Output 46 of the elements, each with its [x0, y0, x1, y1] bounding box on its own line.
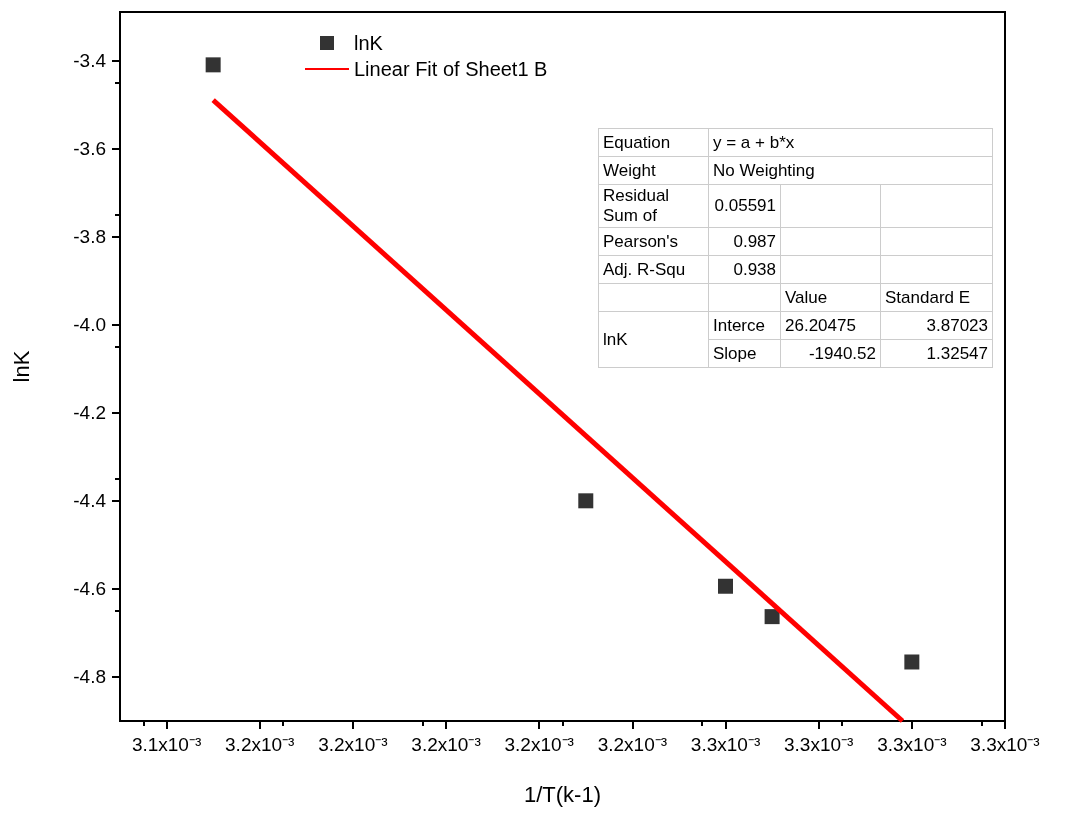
- x-tick-label: 3.2x10⁻³: [318, 734, 388, 755]
- point: [764, 609, 780, 625]
- y-tick-label: -4.4: [73, 490, 107, 512]
- annotation: 3.87023: [880, 311, 993, 340]
- y-tick-label: -4.8: [73, 666, 106, 688]
- annotation: lnK: [598, 311, 709, 368]
- annotation: y = a + b*x: [708, 128, 993, 157]
- annotation: 1.32547: [880, 339, 993, 368]
- point: [904, 654, 920, 670]
- annotation: Value: [780, 283, 881, 312]
- legend-label: lnK: [354, 32, 384, 54]
- y-tick-label: -3.8: [73, 226, 106, 248]
- annotation: Weight: [598, 156, 709, 185]
- annotation: Standard E: [880, 283, 993, 312]
- annotation: Slope: [708, 339, 781, 368]
- x-tick-label: 3.3x10⁻³: [690, 734, 761, 755]
- point: [578, 493, 594, 509]
- annotation: 0.987: [708, 227, 781, 256]
- x-tick-label: 3.1x10⁻³: [131, 734, 202, 755]
- x-axis-title: 1/T(k-1): [524, 781, 601, 807]
- annotation: Equation: [598, 128, 709, 157]
- y-axis-title: lnK: [8, 350, 34, 383]
- annotation: Residual Sum of: [598, 184, 709, 228]
- x-tick-label: 3.3x10⁻³: [784, 734, 854, 755]
- y-tick-label: -4.0: [73, 314, 106, 336]
- x-tick-label: 3.2x10⁻³: [411, 734, 481, 755]
- x-tick-label: 3.2x10⁻³: [225, 734, 295, 755]
- annotation: Interce: [708, 311, 781, 340]
- annotation: Adj. R-Squ: [598, 255, 709, 284]
- y-tick-label: -4.2: [73, 402, 106, 424]
- point: [205, 57, 221, 73]
- annotation: Pearson's: [598, 227, 709, 256]
- y-tick-label: -4.6: [73, 578, 106, 600]
- y-tick-label: -3.4: [73, 49, 107, 71]
- annotation: 0.938: [708, 255, 781, 284]
- annotation: 0.05591: [708, 184, 781, 228]
- x-tick-label: 3.3x10⁻³: [970, 734, 1040, 755]
- y-tick-label: -3.6: [73, 138, 106, 160]
- legend-label: Linear Fit of Sheet1 B: [354, 58, 548, 80]
- annotation: No Weighting: [708, 156, 993, 185]
- x-tick-label: 3.2x10⁻³: [597, 734, 668, 755]
- x-tick-label: 3.2x10⁻³: [504, 734, 574, 755]
- annotation: -1940.52: [780, 339, 881, 368]
- x-tick-label: 3.3x10⁻³: [877, 734, 947, 755]
- annotation: 26.20475: [780, 311, 881, 340]
- point: [718, 578, 734, 594]
